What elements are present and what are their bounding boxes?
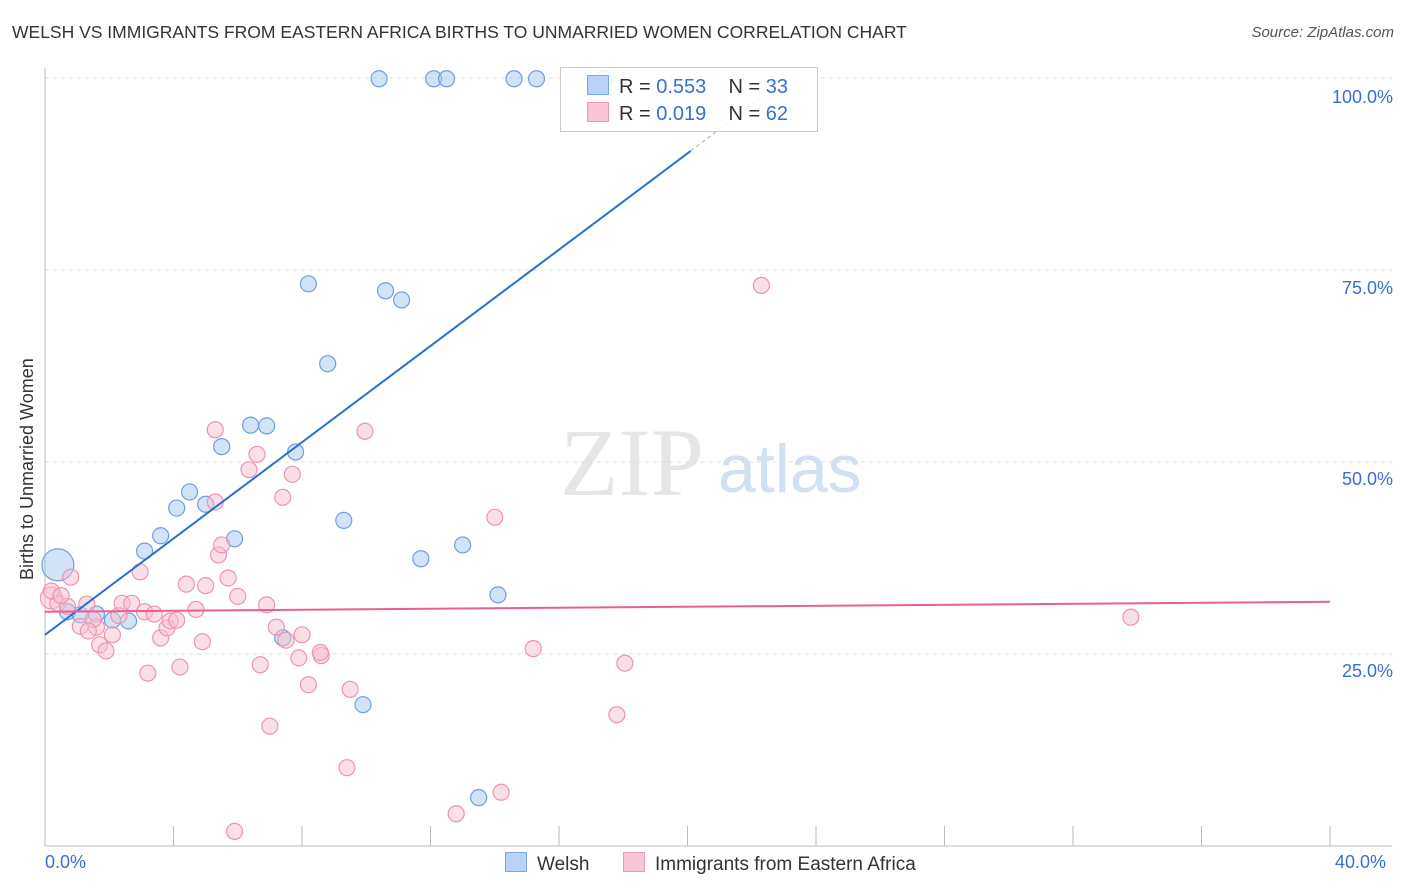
welsh-point: [168, 499, 186, 517]
eastern-africa-point: [213, 536, 231, 554]
eastern-africa-point: [187, 600, 205, 619]
eastern-africa-legend-label: Immigrants from Eastern Africa: [655, 854, 916, 875]
x-tick-max: 40.0%: [1335, 852, 1387, 872]
eastern-africa-point: [240, 461, 258, 479]
eastern-africa-point: [97, 642, 115, 660]
welsh-point: [454, 536, 472, 554]
eastern-africa-trend-line: [44, 600, 1331, 613]
welsh-r: 0.553: [656, 76, 707, 98]
y-axis-label: Births to Unmarried Women: [17, 358, 37, 580]
welsh-legend-label: Welsh: [537, 854, 590, 875]
eastern-africa-point: [206, 421, 224, 439]
legend-item-eastern-africa: Immigrants from Eastern Africa: [623, 852, 916, 876]
legend-row-eastern-africa: R = 0.019 N = 62: [587, 102, 788, 126]
welsh-swatch: [587, 75, 609, 95]
eastern-africa-point: [1122, 608, 1140, 626]
welsh-point: [319, 355, 337, 373]
welsh-point: [527, 70, 546, 88]
x-tick-min: 0.0%: [45, 852, 87, 872]
welsh-point: [470, 789, 488, 807]
y-tick-75: 75.0%: [1341, 278, 1393, 298]
chart-title: WELSH VS IMMIGRANTS FROM EASTERN AFRICA …: [12, 22, 907, 42]
welsh-point: [180, 483, 199, 501]
welsh-point: [152, 527, 170, 545]
eastern-africa-point: [267, 618, 285, 636]
eastern-africa-n: 62: [765, 103, 789, 125]
welsh-point: [299, 275, 318, 293]
welsh-point: [376, 282, 395, 300]
eastern-africa-point: [168, 611, 186, 629]
eastern-africa-point: [277, 631, 295, 649]
eastern-africa-point: [219, 569, 237, 587]
welsh-point: [354, 696, 372, 714]
eastern-africa-point: [177, 575, 195, 593]
legend-item-welsh: Welsh: [505, 852, 589, 876]
eastern-africa-point: [447, 805, 465, 823]
eastern-africa-point: [283, 465, 301, 483]
welsh-point: [370, 70, 388, 88]
welsh-point: [505, 70, 523, 88]
eastern-africa-point: [131, 563, 149, 581]
welsh-point: [489, 586, 507, 604]
legend-row-welsh: R = 0.553 N = 33: [587, 75, 788, 99]
eastern-africa-point: [274, 488, 292, 506]
welsh-point: [437, 70, 456, 88]
eastern-africa-point: [145, 605, 163, 623]
eastern-africa-point: [193, 633, 212, 651]
eastern-africa-point: [299, 676, 318, 694]
eastern-africa-point: [338, 759, 356, 777]
chart-source: Source: ZipAtlas.com: [1251, 24, 1394, 41]
eastern-africa-point: [616, 654, 634, 672]
eastern-africa-point: [492, 783, 510, 801]
eastern-africa-point: [524, 640, 542, 658]
welsh-point: [242, 416, 260, 434]
eastern-africa-point: [225, 822, 244, 841]
eastern-africa-swatch: [587, 102, 609, 122]
welsh-point: [412, 550, 430, 568]
eastern-africa-point: [311, 643, 329, 662]
y-tick-25: 25.0%: [1341, 661, 1393, 681]
eastern-africa-point: [261, 717, 279, 735]
welsh-point: [258, 417, 276, 435]
eastern-africa-point: [248, 445, 266, 463]
eastern-africa-point: [608, 706, 626, 724]
eastern-africa-point: [229, 587, 247, 606]
watermark-atlas: atlas: [718, 431, 862, 507]
eastern-africa-point: [356, 422, 374, 440]
eastern-africa-point: [139, 664, 157, 682]
eastern-africa-point: [251, 656, 269, 674]
y-tick-50: 50.0%: [1341, 469, 1393, 489]
eastern-africa-point: [103, 626, 122, 644]
eastern-africa-point: [79, 622, 97, 640]
welsh-n: 33: [765, 76, 789, 98]
eastern-africa-point: [341, 680, 359, 698]
eastern-africa-point: [752, 276, 770, 294]
welsh-point: [213, 438, 231, 456]
eastern-africa-point: [197, 577, 215, 595]
eastern-africa-point: [258, 596, 276, 614]
eastern-africa-legend-swatch: [623, 852, 645, 872]
eastern-africa-point: [62, 568, 80, 586]
eastern-africa-point: [52, 587, 70, 605]
welsh-point: [335, 511, 353, 529]
welsh-trend-line: [44, 150, 692, 636]
eastern-africa-point: [290, 649, 308, 667]
eastern-africa-point: [293, 626, 311, 644]
eastern-africa-r: 0.019: [656, 103, 707, 125]
eastern-africa-point: [486, 508, 504, 526]
welsh-point: [392, 291, 411, 309]
y-tick-100: 100.0%: [1331, 87, 1393, 107]
legend-stats: R = 0.553 N = 33 R = 0.019 N = 62: [560, 67, 818, 132]
welsh-legend-swatch: [505, 852, 527, 872]
eastern-africa-point: [171, 658, 189, 676]
